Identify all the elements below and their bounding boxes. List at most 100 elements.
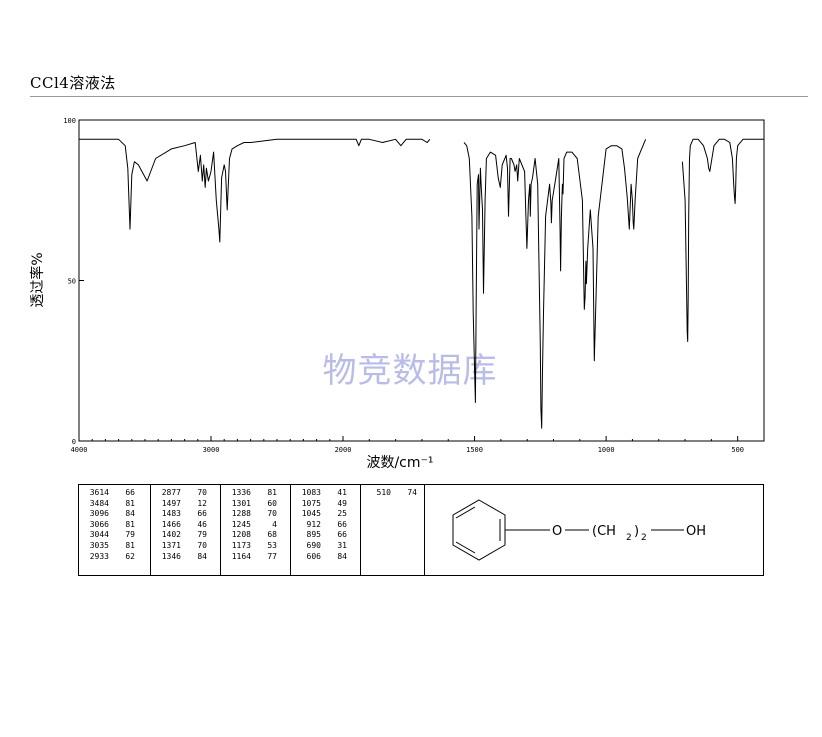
peak-wavenumber: 1208: [231, 530, 251, 540]
peak-wavenumber: 2877: [161, 488, 181, 497]
peak-row: 1164 77: [221, 552, 290, 563]
peak-row: 1245 4: [221, 520, 290, 531]
peak-row: 606 84: [291, 552, 360, 563]
y-tick-label: 0: [72, 438, 76, 446]
peak-transmittance: 81: [125, 498, 135, 508]
peak-table-column: 1336 81 1301 60 1288 70 1245 4 1208 68 1173 53 1164 7…: [221, 485, 291, 575]
spectrum-trace-segment: [681, 138, 764, 342]
peak-wavenumber: 1371: [161, 540, 181, 550]
peak-transmittance: 79: [197, 530, 207, 540]
peak-table-column: 1083 41 1075 49 1045 25 912 66 895 66 690 31 606 84: [291, 485, 361, 575]
peak-wavenumber: 1075: [301, 498, 321, 508]
peak-row: 895 66: [291, 530, 360, 541]
peak-row: 1402 79: [151, 530, 220, 541]
y-tick-label: 50: [68, 278, 76, 286]
peak-wavenumber: 3035: [89, 540, 109, 550]
x-tick-label: 3000: [203, 446, 220, 454]
peak-transmittance: 70: [267, 509, 277, 519]
peak-transmittance: 25: [337, 509, 347, 519]
peak-wavenumber: 3096: [89, 509, 109, 519]
peak-transmittance: 53: [267, 540, 277, 550]
x-tick-label: 500: [731, 446, 744, 454]
peak-transmittance: 62: [125, 551, 135, 561]
peak-transmittance: 41: [337, 488, 347, 497]
peak-row: 1483 66: [151, 509, 220, 520]
peak-wavenumber: 3044: [89, 530, 109, 540]
peak-row: 1045 25: [291, 509, 360, 520]
peak-row: 1346 84: [151, 552, 220, 563]
peak-transmittance: 81: [267, 488, 277, 497]
peak-transmittance: 84: [125, 509, 135, 519]
peak-transmittance: 70: [197, 540, 207, 550]
ch2-group-open: (CH: [592, 524, 616, 539]
peak-row: 1301 60: [221, 499, 290, 510]
peak-wavenumber: 3614: [89, 488, 109, 497]
peak-row: 912 66: [291, 520, 360, 531]
peak-wavenumber: 1336: [231, 488, 251, 497]
peak-wavenumber: 1346: [161, 551, 181, 561]
peak-row: 1371 70: [151, 541, 220, 552]
peak-transmittance: 84: [197, 551, 207, 561]
repeat-subscript: 2: [641, 533, 647, 543]
peak-row: 1466 46: [151, 520, 220, 531]
oxygen-label: O: [552, 524, 562, 539]
peak-row: 1075 49: [291, 499, 360, 510]
peak-wavenumber: 690: [306, 540, 321, 550]
peak-row: 2933 62: [79, 552, 150, 563]
peak-transmittance: 70: [197, 488, 207, 497]
peak-wavenumber: 1164: [231, 551, 251, 561]
spectrum-trace-segment: [79, 138, 431, 243]
page-title: CCl4溶液法: [30, 74, 116, 92]
peak-wavenumber: 895: [306, 530, 321, 540]
peak-row: 3484 81: [79, 499, 150, 510]
peak-row: 3066 81: [79, 520, 150, 531]
peak-wavenumber: 912: [306, 519, 321, 529]
peak-wavenumber: 1045: [301, 509, 321, 519]
peak-wavenumber: 1245: [231, 519, 251, 529]
chemical-structure: O (CH 2 ) 2 OH: [452, 499, 706, 561]
peak-row: 510 74: [361, 488, 424, 499]
peak-transmittance: 77: [267, 551, 277, 561]
peak-wavenumber: 2933: [89, 551, 109, 561]
peak-table-column: 510 74: [361, 485, 425, 575]
peak-transmittance: 66: [337, 530, 347, 540]
peak-transmittance: 66: [125, 488, 135, 497]
plot-frame: [78, 119, 765, 442]
watermark-text: 物竞数据库: [323, 351, 498, 391]
peak-row: 690 31: [291, 541, 360, 552]
peak-wavenumber: 1466: [161, 519, 181, 529]
peak-transmittance: 81: [125, 540, 135, 550]
peak-transmittance: 81: [125, 519, 135, 529]
peak-row: 1497 12: [151, 499, 220, 510]
peak-transmittance: 74: [407, 488, 417, 497]
x-tick-label: 4000: [71, 446, 88, 454]
ch2-subscript: 2: [626, 533, 632, 543]
peak-wavenumber: 1301: [231, 498, 251, 508]
peak-transmittance: 66: [337, 519, 347, 529]
peak-transmittance: 12: [197, 498, 207, 508]
peak-row: 3614 66: [79, 488, 150, 499]
peak-wavenumber: 1173: [231, 540, 251, 550]
peak-row: 1083 41: [291, 488, 360, 499]
peak-transmittance: 66: [197, 509, 207, 519]
ch2-group-close: ): [634, 524, 639, 539]
ir-spectrum-chart: 透过率% 波数/cm⁻¹ 物竞数据库 4000 3000 2000 1500 1000 5…: [29, 117, 765, 471]
peak-wavenumber: 1497: [161, 498, 181, 508]
x-tick-label: 1500: [466, 446, 483, 454]
peak-wavenumber: 1483: [161, 509, 181, 519]
x-axis-label: 波数/cm⁻¹: [366, 455, 433, 471]
peak-table-column: 2877 70 1497 12 1483 66 1466 46 1402 79 1371 70 1346…: [151, 485, 221, 575]
peak-wavenumber: 3484: [89, 498, 109, 508]
peak-row: 2877 70: [151, 488, 220, 499]
peak-row: 3044 79: [79, 530, 150, 541]
peak-transmittance: 31: [337, 540, 347, 550]
peak-row: 1288 70: [221, 509, 290, 520]
peak-transmittance: 60: [267, 498, 277, 508]
y-axis-label: 透过率%: [29, 252, 46, 307]
title-divider: [30, 96, 808, 97]
peak-wavenumber: 606: [306, 551, 321, 561]
peak-row: 1208 68: [221, 530, 290, 541]
peak-wavenumber: 1288: [231, 509, 251, 519]
peak-wavenumber: 3066: [89, 519, 109, 529]
peak-row: 3096 84: [79, 509, 150, 520]
